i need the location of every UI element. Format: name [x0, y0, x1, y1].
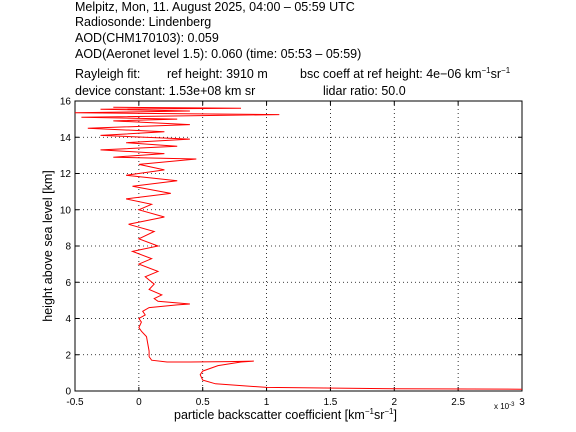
- y-tick-label: 12: [60, 169, 72, 180]
- x-axis-multiplier: x 10-3: [494, 402, 515, 411]
- x-axis-label: particle backscatter coefficient [km−1sr…: [174, 407, 397, 423]
- x-tick-label: 1.5: [323, 397, 337, 408]
- x-tick-label: 0: [136, 397, 142, 408]
- x-tick-label: 1: [264, 397, 270, 408]
- title-line-aod-chm: AOD(CHM170103): 0.059: [75, 31, 219, 45]
- y-tick-label: 16: [60, 97, 72, 108]
- y-tick-label: 4: [65, 314, 71, 325]
- rayleigh-fit-label: Rayleigh fit:: [75, 67, 141, 81]
- y-tick-label: 0: [65, 387, 71, 398]
- y-tick-label: 6: [65, 278, 71, 289]
- x-tick-label: 2.5: [451, 397, 465, 408]
- backscatter-profile-line: [74, 106, 523, 390]
- plot-area-frame: [74, 100, 523, 392]
- x-tick-label: 0.5: [196, 397, 210, 408]
- ref-height-text: ref height: 3910 m: [167, 67, 268, 81]
- lidar-ratio-text: lidar ratio: 50.0: [323, 84, 406, 98]
- title-line-aod-aeronet: AOD(Aeronet level 1.5): 0.060 (time: 05:…: [75, 47, 362, 61]
- y-axis-label: height above sea level [km]: [41, 170, 55, 322]
- y-tick-label: 14: [60, 133, 72, 144]
- title-line-location-date: Melpitz, Mon, 11. August 2025, 04:00 – 0…: [75, 0, 355, 14]
- x-tick-label: 3: [519, 397, 525, 408]
- y-tick-label: 10: [60, 205, 72, 216]
- x-tick-label: 2: [392, 397, 398, 408]
- y-tick-label: 2: [65, 350, 71, 361]
- title-line-radiosonde: Radiosonde: Lindenberg: [75, 15, 212, 29]
- x-tick-label: -0.5: [66, 397, 84, 408]
- y-tick-label: 8: [65, 242, 71, 253]
- bsc-coeff-text: bsc coeff at ref height: 4e−06 km−1sr−1: [300, 66, 511, 82]
- device-constant-text: device constant: 1.53e+08 km sr: [75, 84, 256, 98]
